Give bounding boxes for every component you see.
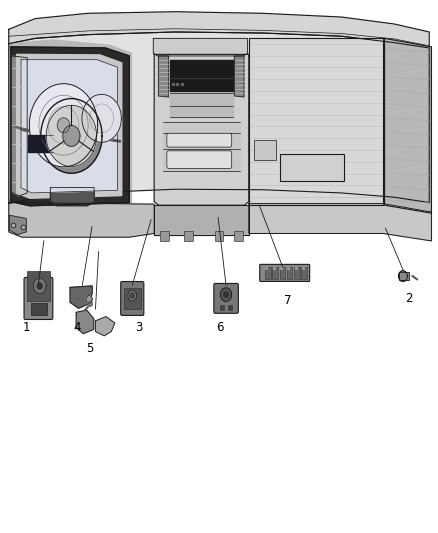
Bar: [160, 231, 169, 241]
Polygon shape: [9, 40, 131, 208]
Bar: [287, 267, 293, 279]
Text: 3: 3: [136, 321, 143, 334]
Bar: [254, 140, 276, 160]
Bar: [170, 93, 233, 117]
Bar: [272, 267, 278, 279]
Polygon shape: [153, 38, 247, 56]
Text: 6: 6: [216, 321, 224, 334]
Polygon shape: [11, 56, 27, 196]
Polygon shape: [86, 296, 92, 303]
Bar: [124, 288, 141, 309]
Bar: [265, 267, 271, 279]
Polygon shape: [29, 84, 98, 167]
Text: 2: 2: [405, 292, 413, 305]
Bar: [294, 267, 300, 279]
Polygon shape: [63, 125, 80, 147]
Ellipse shape: [128, 290, 137, 301]
Polygon shape: [9, 12, 429, 48]
Polygon shape: [399, 271, 407, 281]
FancyBboxPatch shape: [260, 264, 310, 281]
Polygon shape: [50, 188, 94, 206]
Polygon shape: [70, 286, 92, 308]
Polygon shape: [154, 54, 249, 205]
Polygon shape: [57, 118, 70, 133]
Polygon shape: [76, 310, 94, 334]
Bar: [280, 154, 344, 181]
Text: 5: 5: [86, 342, 93, 355]
Polygon shape: [82, 94, 121, 142]
Bar: [399, 272, 409, 280]
Polygon shape: [249, 204, 431, 241]
Polygon shape: [154, 205, 249, 235]
FancyBboxPatch shape: [214, 284, 238, 313]
Bar: [228, 305, 232, 310]
Polygon shape: [220, 288, 232, 302]
Polygon shape: [41, 99, 102, 173]
Bar: [215, 231, 223, 241]
Polygon shape: [249, 38, 383, 205]
Polygon shape: [159, 56, 169, 97]
Bar: [27, 271, 50, 301]
Bar: [184, 231, 193, 241]
Bar: [170, 60, 233, 91]
FancyBboxPatch shape: [24, 278, 53, 319]
Bar: [31, 303, 46, 314]
Polygon shape: [9, 32, 429, 204]
FancyBboxPatch shape: [167, 151, 232, 168]
Polygon shape: [130, 293, 134, 298]
Polygon shape: [224, 292, 228, 297]
FancyBboxPatch shape: [121, 281, 144, 316]
FancyBboxPatch shape: [167, 133, 232, 147]
Polygon shape: [95, 317, 115, 336]
Bar: [220, 305, 224, 310]
Bar: [234, 231, 243, 241]
Text: 7: 7: [283, 294, 291, 307]
Polygon shape: [46, 106, 96, 166]
Polygon shape: [11, 47, 129, 206]
Polygon shape: [21, 60, 117, 193]
Bar: [279, 267, 285, 279]
Polygon shape: [234, 56, 244, 97]
Text: 4: 4: [73, 321, 81, 334]
Text: 1: 1: [22, 321, 30, 334]
Polygon shape: [385, 38, 431, 213]
Polygon shape: [37, 283, 42, 289]
Polygon shape: [88, 301, 92, 306]
Polygon shape: [17, 54, 122, 198]
Bar: [301, 267, 307, 279]
Polygon shape: [9, 203, 154, 237]
Bar: [163, 122, 240, 171]
Polygon shape: [33, 278, 46, 294]
Bar: [28, 135, 53, 152]
Polygon shape: [10, 215, 26, 235]
